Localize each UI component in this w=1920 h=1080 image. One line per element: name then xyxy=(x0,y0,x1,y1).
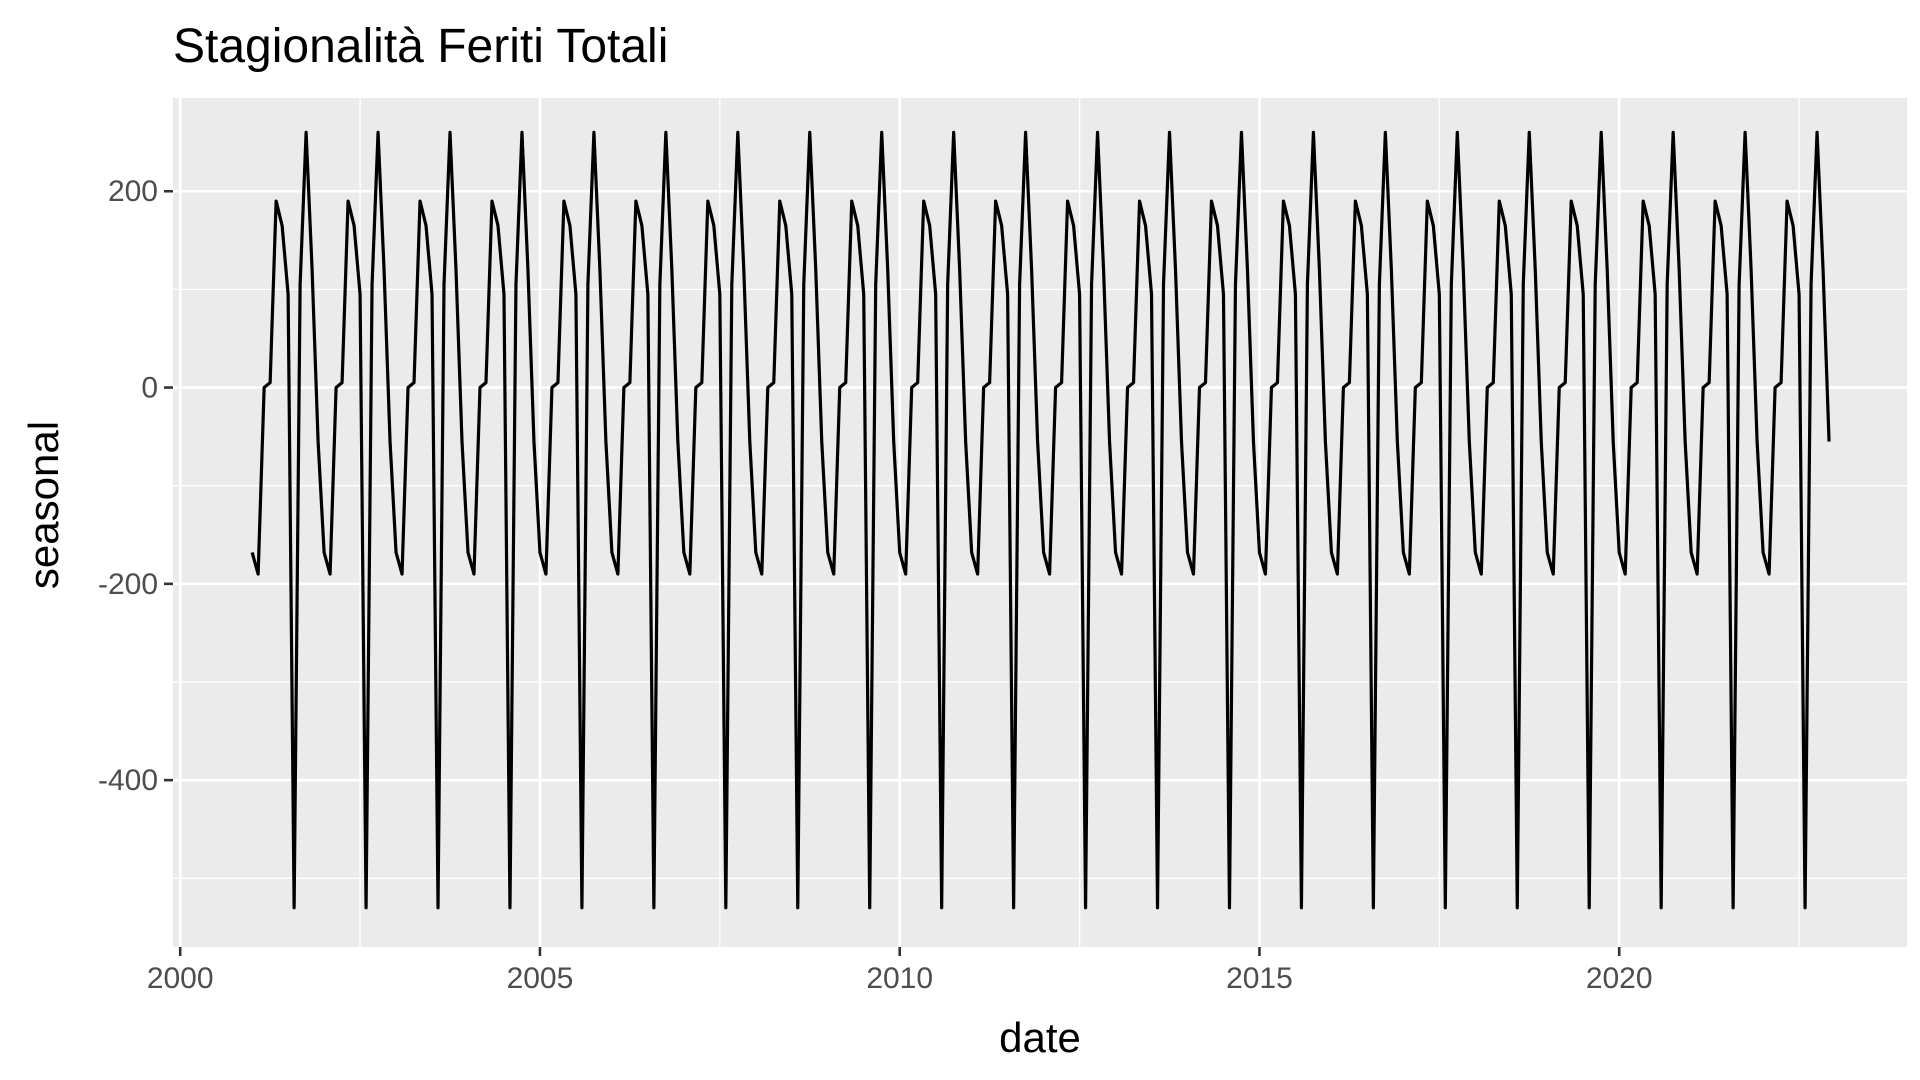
series-layer xyxy=(250,130,1831,910)
chart-title: Stagionalità Feriti Totali xyxy=(173,20,668,73)
x-tick-label: 2010 xyxy=(866,962,933,995)
x-tick-label: 2005 xyxy=(507,962,574,995)
x-axis-title: date xyxy=(999,1014,1081,1061)
y-tick-label: 0 xyxy=(141,372,158,405)
grid-lines xyxy=(173,98,1907,947)
seasonal-series-line xyxy=(250,130,1831,910)
y-axis-title: seasonal xyxy=(20,421,67,589)
y-tick-label: 200 xyxy=(108,175,158,208)
x-tick-label: 2000 xyxy=(147,962,214,995)
x-tick-label: 2020 xyxy=(1586,962,1653,995)
y-tick-label: -200 xyxy=(98,568,158,601)
x-tick-label: 2015 xyxy=(1226,962,1293,995)
axes: 2000 2005 2010 2015 2020 -400 -200 0 200 xyxy=(98,175,1653,995)
y-tick-label: -400 xyxy=(98,764,158,797)
